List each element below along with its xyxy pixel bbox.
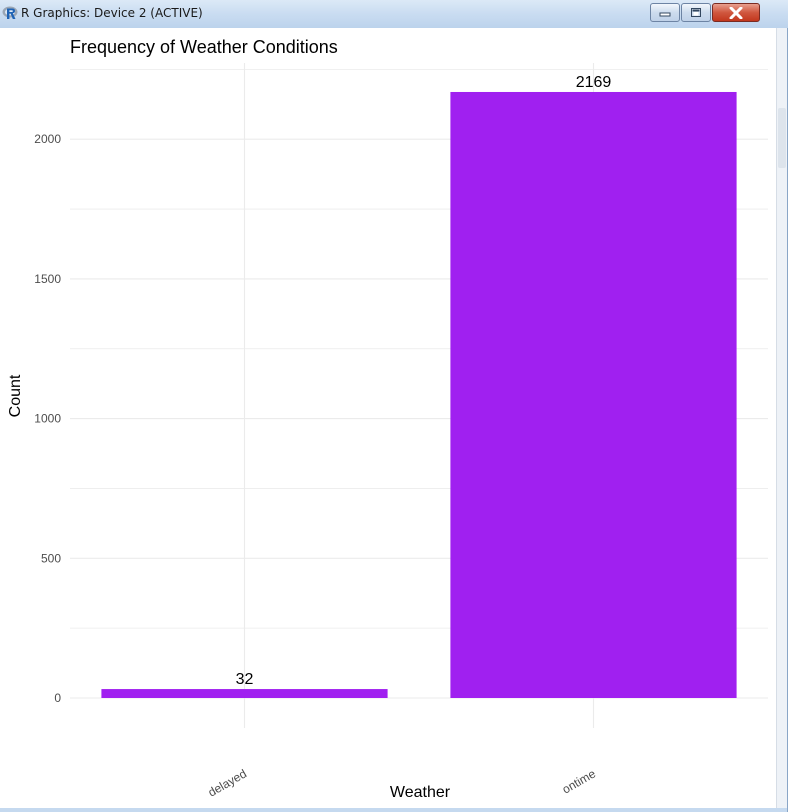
- r-logo-icon: [2, 5, 18, 21]
- title-bar[interactable]: R Graphics: Device 2 (ACTIVE): [0, 0, 788, 28]
- data-label-delayed: 32: [236, 671, 254, 688]
- data-labels: 32 2169: [236, 74, 612, 688]
- y-tick-label: 0: [54, 691, 61, 705]
- bar-ontime: [450, 91, 737, 699]
- y-tick-label: 500: [41, 551, 61, 565]
- window-title: R Graphics: Device 2 (ACTIVE): [21, 6, 203, 20]
- y-tick-label: 1000: [34, 412, 61, 426]
- maximize-button[interactable]: [681, 3, 711, 22]
- bar-chart: 32 2169 0 500 1000 1500 2000 delayed ontime Fr…: [7, 37, 768, 801]
- vertical-scrollbar[interactable]: [776, 28, 787, 808]
- bar-delayed: [101, 689, 388, 698]
- y-axis-title: Count: [7, 374, 24, 417]
- y-tick-label: 1500: [34, 272, 61, 286]
- y-axis-ticks: 0 500 1000 1500 2000: [34, 132, 61, 705]
- chart-title: Frequency of Weather Conditions: [70, 37, 338, 57]
- x-axis-title: Weather: [390, 784, 451, 801]
- scrollbar-thumb[interactable]: [778, 108, 786, 168]
- close-button[interactable]: [712, 3, 760, 22]
- x-tick-label-delayed: delayed: [206, 766, 249, 799]
- x-tick-label-ontime: ontime: [560, 766, 598, 796]
- minimize-icon: [659, 9, 671, 17]
- data-label-ontime: 2169: [576, 74, 612, 91]
- bars: [101, 91, 737, 699]
- maximize-icon: [690, 7, 702, 18]
- plot-area: 32 2169 0 500 1000 1500 2000 delayed ontime Fr…: [0, 28, 776, 808]
- close-icon: [729, 6, 743, 19]
- minimize-button[interactable]: [650, 3, 680, 22]
- y-tick-label: 2000: [34, 132, 61, 146]
